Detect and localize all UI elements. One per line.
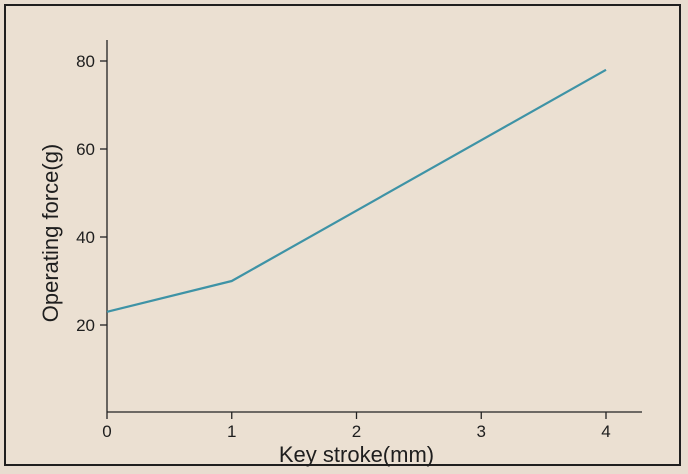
data-line xyxy=(106,68,607,313)
x-tick-label: 1 xyxy=(227,422,236,441)
y-tick-label: 80 xyxy=(76,52,95,71)
axes xyxy=(106,40,642,413)
y-tick-label: 20 xyxy=(76,316,95,335)
x-tick-label: 2 xyxy=(352,422,361,441)
x-axis-title: Key stroke(mm) xyxy=(279,442,434,467)
x-tick-label: 3 xyxy=(477,422,486,441)
x-tick-label: 4 xyxy=(601,422,610,441)
y-tick-label: 60 xyxy=(76,140,95,159)
series-group xyxy=(106,68,607,313)
y-tick-label: 40 xyxy=(76,228,95,247)
x-axis-ticks: 0 1 2 3 4 xyxy=(102,412,611,441)
y-axis-ticks: 20 40 60 80 xyxy=(76,52,107,335)
x-tick-label: 0 xyxy=(102,422,111,441)
chart-frame xyxy=(4,4,681,466)
y-axis-title: Operating force(g) xyxy=(38,144,63,323)
